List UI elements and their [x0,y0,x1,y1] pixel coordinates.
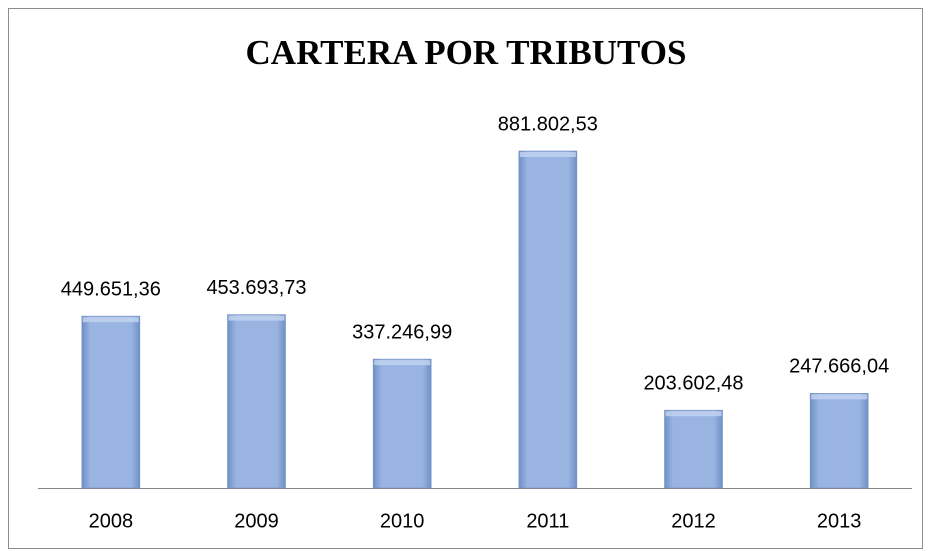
bar-bevel [228,315,285,321]
bar [518,150,578,489]
x-tick-label: 2009 [234,510,279,532]
x-tick-label: 2008 [89,510,134,532]
data-label: 453.693,73 [206,277,306,299]
bar-bevel [519,152,576,157]
bar-bevel [374,360,431,366]
x-tick-label: 2011 [526,510,569,532]
chart-title: CARTERA POR TRIBUTOS [246,33,687,72]
bar [809,393,869,489]
x-tick-label: 2010 [380,510,425,532]
data-label: 203.602,48 [643,372,743,394]
bar-bevel [82,317,139,323]
bar [664,409,723,489]
data-label: 337.246,99 [352,321,452,343]
bar [372,358,432,489]
data-label: 449.651,36 [61,278,161,300]
bar [81,315,141,489]
bar-bevel [665,411,722,417]
bar-bevel [811,394,868,400]
x-tick-label: 2013 [817,510,862,532]
x-tick-label: 2012 [671,510,716,532]
bar [227,314,286,489]
data-label: 247.666,04 [789,356,889,378]
data-label: 881.802,53 [498,113,598,135]
chart-frame [8,8,923,549]
